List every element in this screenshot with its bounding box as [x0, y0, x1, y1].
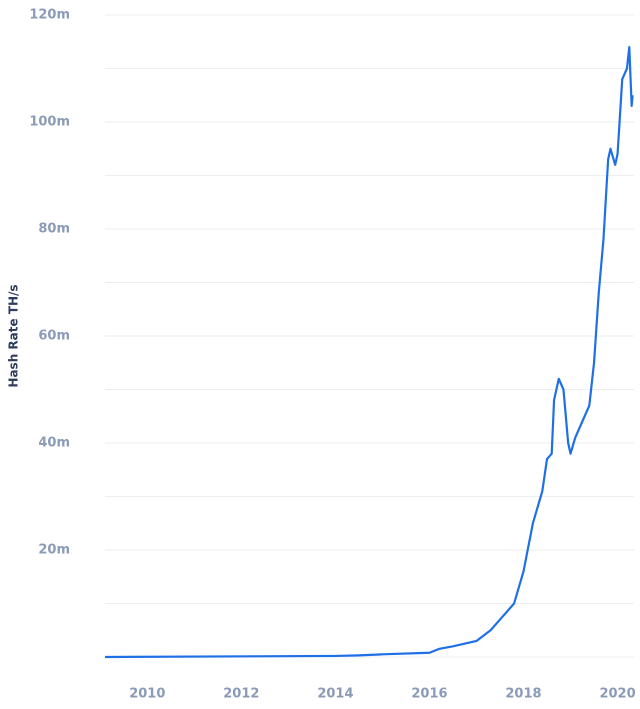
x-tick-label: 2010 — [129, 687, 165, 702]
y-tick-label: 120m — [29, 8, 70, 23]
x-tick-label: 2012 — [223, 687, 259, 702]
x-tick-label: 2016 — [411, 687, 447, 702]
y-axis-title: Hash Rate TH/s — [7, 284, 21, 387]
y-tick-label: 60m — [38, 329, 70, 344]
x-tick-label: 2020 — [599, 687, 635, 702]
data-line — [104, 46, 634, 659]
y-tick-label: 20m — [38, 543, 70, 558]
y-tick-label: 40m — [38, 436, 70, 451]
y-tick-label: 80m — [38, 222, 70, 237]
x-tick-label: 2014 — [317, 687, 353, 702]
x-tick-label: 2018 — [505, 687, 541, 702]
y-tick-label: 100m — [29, 115, 70, 130]
